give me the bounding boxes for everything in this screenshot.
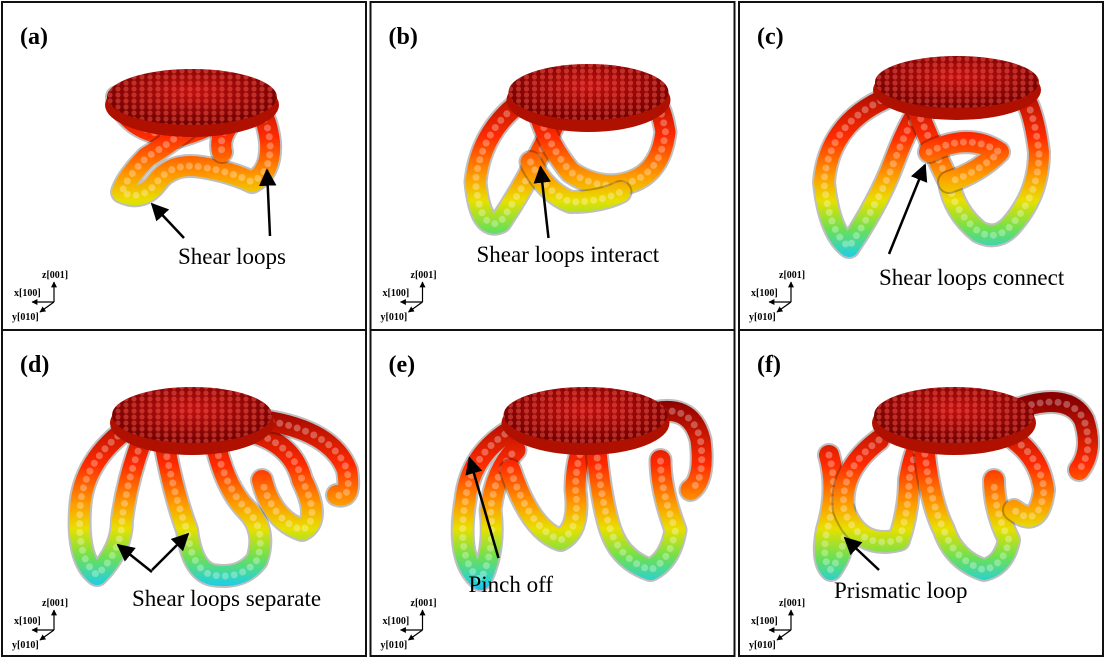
axis-label-x: x[100]: [751, 616, 778, 627]
axis-label-y: y[010]: [381, 640, 408, 651]
axis-label-y: y[010]: [749, 640, 776, 651]
panel: (b) Shear loops interact z[001]x[100] y[010…: [371, 2, 735, 334]
axis-label-x: x[100]: [383, 288, 410, 299]
axis-label-y: y[010]: [381, 312, 408, 323]
page: (a)Shear loopsz[001]x[100]y[010](b)Shear…: [0, 0, 1105, 660]
figure: (a)Shear loopsz[001]x[100]y[010](b)Shear…: [0, 0, 1105, 660]
panel: (d) Shear loops separate z[001]x[100] y[010…: [2, 330, 366, 656]
disk-atoms: [504, 387, 668, 443]
annotation: Shear loops separate: [132, 586, 321, 611]
disk-atoms: [112, 387, 272, 443]
annotation: Pinch off: [469, 572, 554, 597]
panel-label: (b): [389, 24, 418, 50]
axis-label-z: z[001]: [42, 270, 68, 281]
panel: (c) Shear loops connect z[001]x[100] y[010]: [739, 2, 1103, 334]
panel-label: (c): [757, 24, 784, 50]
axis-label-y: y[010]: [12, 312, 39, 323]
disk-atoms: [107, 69, 277, 125]
panel-label: (a): [20, 24, 48, 50]
axis-label-y: y[010]: [749, 312, 776, 323]
axis-label-z: z[001]: [411, 598, 437, 609]
annotation: Shear loops: [178, 244, 286, 269]
axis-label-y: y[010]: [12, 640, 39, 651]
axis-label-x: x[100]: [751, 288, 778, 299]
axis-label-z: z[001]: [411, 270, 437, 281]
panel: (f) Prismatic loop z[001]x[100] y[010]: [739, 330, 1103, 656]
panel-label: (f): [757, 352, 781, 378]
panel-label: (d): [20, 352, 49, 378]
panel: (a) Shear loops z[001]x[100] y[010]: [2, 2, 366, 334]
annotation: Prismatic loop: [834, 578, 968, 603]
axis-label-x: x[100]: [14, 288, 41, 299]
disk-atoms: [509, 64, 669, 120]
disk-atoms: [874, 387, 1034, 443]
annotation: Shear loops connect: [879, 265, 1065, 290]
axis-label-z: z[001]: [779, 598, 805, 609]
axis-label-x: x[100]: [14, 616, 41, 627]
annotation: Shear loops interact: [477, 242, 660, 267]
panel: (e) Pinch off z[001]x[100] y[010]: [371, 330, 735, 656]
axis-label-x: x[100]: [383, 616, 410, 627]
axis-label-z: z[001]: [779, 270, 805, 281]
panel-label: (e): [389, 352, 416, 378]
axis-label-z: z[001]: [42, 598, 68, 609]
disk-atoms: [875, 56, 1039, 108]
